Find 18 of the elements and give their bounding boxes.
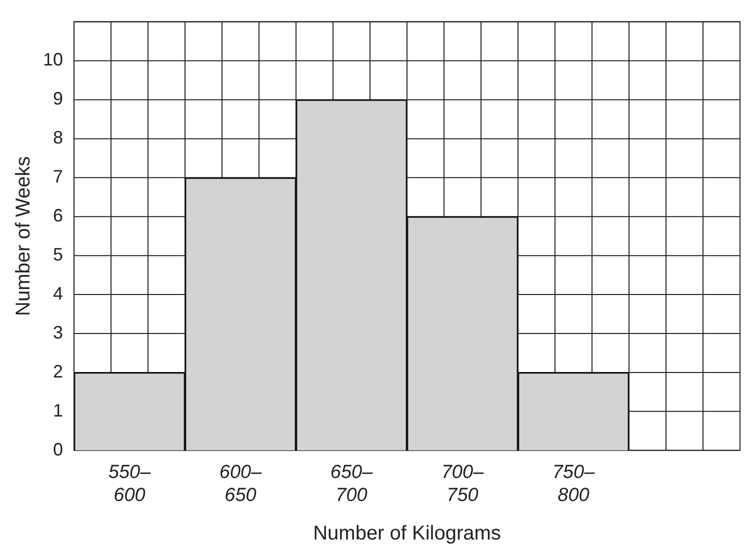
x-tick-label: 750–800	[552, 462, 596, 506]
y-axis-title: Number of Weeks	[12, 156, 35, 316]
y-tick-label: 4	[53, 284, 64, 304]
y-tick-label: 6	[53, 206, 64, 226]
y-tick-label: 7	[53, 166, 64, 187]
y-tick-label: 5	[53, 244, 64, 265]
y-tick-label: 2	[53, 361, 64, 382]
x-tick-label: 550–600	[108, 462, 152, 506]
y-tick-label: 8	[53, 128, 64, 148]
y-tick-label: 10	[42, 50, 64, 70]
y-tick-label: 9	[53, 88, 64, 109]
y-tick-label: 0	[53, 439, 64, 460]
y-tick-label: 3	[53, 322, 64, 342]
x-axis-title: Number of Kilograms	[313, 522, 501, 545]
x-tick-label: 650–700	[330, 462, 374, 506]
y-tick-label: 1	[53, 400, 64, 420]
x-tick-label: 700–750	[441, 462, 484, 506]
x-tick-label: 600–650	[219, 462, 262, 506]
